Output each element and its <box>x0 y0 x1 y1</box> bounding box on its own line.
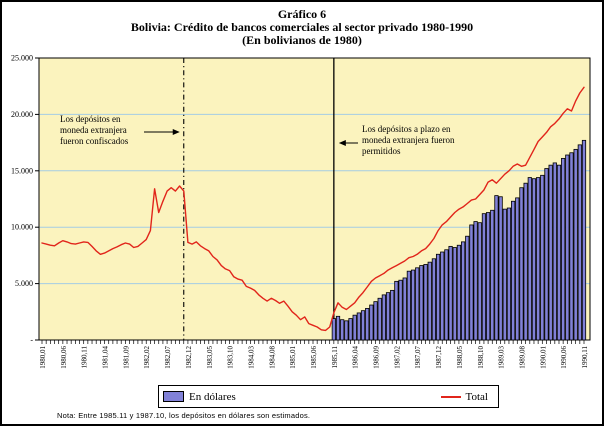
chart-number-title: Gráfico 6 <box>277 7 327 21</box>
svg-text:10.000: 10.000 <box>11 223 33 232</box>
svg-text:1988,05: 1988,05 <box>456 346 464 369</box>
svg-text:1985,01: 1985,01 <box>289 346 297 369</box>
svg-text:1986,04: 1986,04 <box>352 346 360 369</box>
svg-text:1980,01: 1980,01 <box>39 346 47 369</box>
svg-text:25.000: 25.000 <box>11 54 33 63</box>
legend-item-total: Total <box>440 390 488 403</box>
svg-text:1988,10: 1988,10 <box>477 346 485 369</box>
svg-text:1987,12: 1987,12 <box>435 346 443 369</box>
svg-text:1987,07: 1987,07 <box>414 346 422 369</box>
legend-label-total: Total <box>465 390 488 403</box>
svg-text:1980,06: 1980,06 <box>60 346 68 369</box>
svg-text:1981,04: 1981,04 <box>102 346 110 369</box>
svg-text:5.000: 5.000 <box>15 279 33 288</box>
chart-title-block: Gráfico 6 Bolivia: Crédito de bancos com… <box>2 8 602 47</box>
svg-text:15.000: 15.000 <box>11 166 33 175</box>
annotation-confiscation: Los depósitos en moneda extranjera fuero… <box>60 114 129 146</box>
svg-text:1985,11: 1985,11 <box>331 346 339 369</box>
legend-item-en-dolares: En dólares <box>163 391 236 403</box>
svg-text:1982,02: 1982,02 <box>143 346 151 369</box>
legend-label-en-dolares: En dólares <box>189 390 236 403</box>
svg-text:-: - <box>30 336 33 345</box>
svg-text:1982,12: 1982,12 <box>185 346 193 369</box>
annotation-permitted: Los depósitos a plazo en moneda extranje… <box>362 124 455 156</box>
svg-text:1990,11: 1990,11 <box>581 346 589 369</box>
svg-text:1989,08: 1989,08 <box>518 346 526 369</box>
footnote: Nota: Entre 1985.11 y 1987.10, los depós… <box>57 411 311 420</box>
svg-text:1990,06: 1990,06 <box>560 346 568 369</box>
svg-text:1981,09: 1981,09 <box>122 346 130 369</box>
svg-text:1990,01: 1990,01 <box>539 346 547 369</box>
legend: En dólares Total <box>158 385 499 408</box>
svg-text:1984,08: 1984,08 <box>268 346 276 369</box>
svg-text:1983,10: 1983,10 <box>227 346 235 369</box>
total-line-swatch-icon <box>440 395 461 398</box>
svg-text:1983,05: 1983,05 <box>206 346 214 369</box>
svg-text:1980,11: 1980,11 <box>81 346 89 369</box>
chart-subtitle: (En bolivianos de 1980) <box>242 33 362 47</box>
en-dolares-swatch-icon <box>163 391 184 402</box>
svg-text:1985,06: 1985,06 <box>310 346 318 369</box>
svg-text:1989,03: 1989,03 <box>498 345 506 368</box>
svg-text:1987,02: 1987,02 <box>393 346 401 369</box>
svg-text:1986,09: 1986,09 <box>373 346 381 369</box>
svg-text:1984,03: 1984,03 <box>247 346 255 369</box>
chart-main-title: Bolivia: Crédito de bancos comerciales a… <box>130 20 474 34</box>
svg-text:1982,07: 1982,07 <box>164 346 172 369</box>
svg-text:20.000: 20.000 <box>11 110 33 119</box>
